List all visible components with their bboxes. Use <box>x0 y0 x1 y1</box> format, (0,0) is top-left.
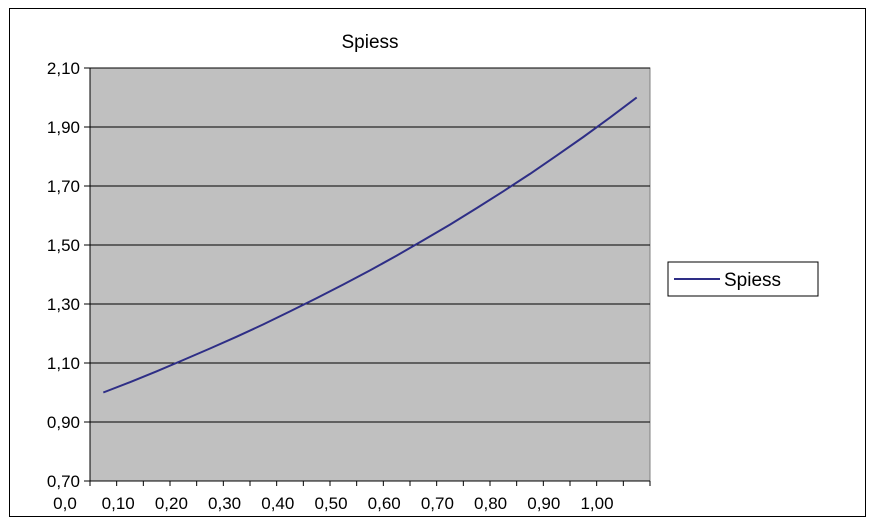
line-chart: 0,70 0,90 1,10 1,30 1,50 1,70 1,90 2,10 0,0 0,10… <box>47 32 819 513</box>
chart-title: Spiess <box>341 32 398 53</box>
x-tick-label: 0,20 <box>155 494 188 513</box>
chart-frame: 0,70 0,90 1,10 1,30 1,50 1,70 1,90 2,10 0,0 0,10… <box>9 8 866 517</box>
legend-label-spiess: Spiess <box>724 270 781 291</box>
x-tick-label: 0,80 <box>474 494 507 513</box>
x-tick-label: 0,60 <box>368 494 401 513</box>
x-tick-label: 0,70 <box>421 494 454 513</box>
y-tick-label: 0,90 <box>47 413 80 432</box>
y-tick-label: 1,30 <box>47 295 80 314</box>
x-tick-label: 0,90 <box>527 494 560 513</box>
x-tick-label: 1,00 <box>580 494 613 513</box>
y-axis: 0,70 0,90 1,10 1,30 1,50 1,70 1,90 2,10 <box>47 59 91 491</box>
y-tick-label: 1,10 <box>47 354 80 373</box>
x-tick-label: 0,30 <box>208 494 241 513</box>
plot-area <box>89 67 651 482</box>
y-tick-label: 1,90 <box>47 118 80 137</box>
y-tick-label: 0,70 <box>47 472 80 491</box>
x-tick-label: 0,0 <box>53 494 77 513</box>
series-line-spiess <box>102 96 638 394</box>
x-tick-label: 0,50 <box>314 494 347 513</box>
x-axis: 0,0 0,10 0,20 0,30 0,40 0,50 0,60 0,70 0,80 0,90 1… <box>53 480 651 513</box>
grid-lines <box>90 67 650 423</box>
legend: Spiess <box>667 261 819 297</box>
x-tick-label: 0,10 <box>102 494 135 513</box>
series-group <box>102 96 638 394</box>
y-tick-label: 1,50 <box>47 236 80 255</box>
y-tick-label: 1,70 <box>47 177 80 196</box>
y-tick-label: 2,10 <box>47 59 80 78</box>
x-tick-label: 0,40 <box>261 494 294 513</box>
